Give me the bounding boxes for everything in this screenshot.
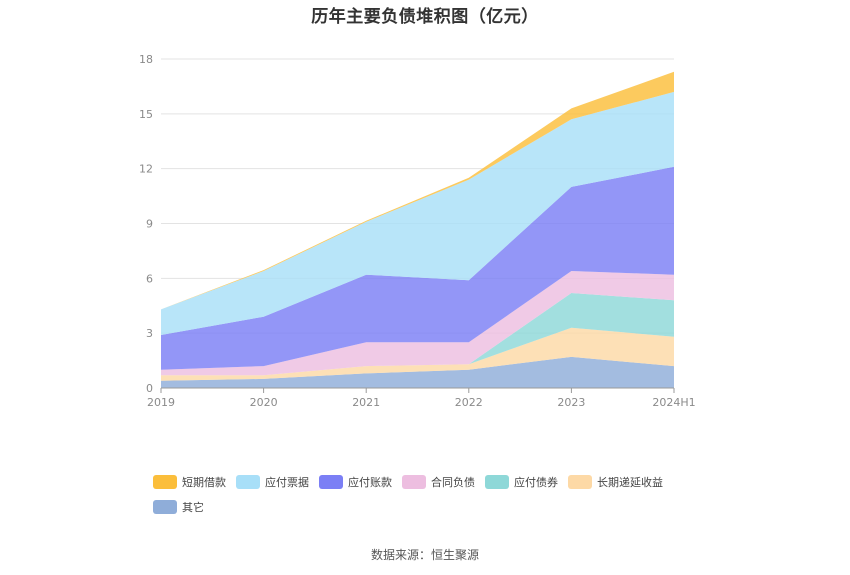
y-tick-label: 15 xyxy=(139,108,153,121)
legend-swatch xyxy=(485,474,509,489)
y-tick-label: 6 xyxy=(146,272,153,285)
legend-label: 应付债券 xyxy=(514,475,558,489)
y-tick-label: 18 xyxy=(139,53,153,66)
area-series-6 xyxy=(161,71,674,310)
legend-swatch xyxy=(236,474,260,489)
legend-label: 合同负债 xyxy=(431,475,475,489)
x-tick-label: 2019 xyxy=(147,396,175,409)
legend-swatch xyxy=(568,474,592,489)
legend-item[interactable]: 其它 xyxy=(153,498,204,515)
y-tick-label: 3 xyxy=(146,327,153,340)
area-series-2 xyxy=(161,293,674,376)
area-series-3 xyxy=(161,271,674,376)
legend-label: 短期借款 xyxy=(182,475,226,489)
legend-swatch xyxy=(402,474,426,489)
x-tick-label: 2023 xyxy=(557,396,585,409)
legend-label: 应付票据 xyxy=(265,475,309,489)
legend-item[interactable]: 长期递延收益 xyxy=(568,473,663,490)
legend-item[interactable]: 应付账款 xyxy=(319,473,392,490)
legend-swatch xyxy=(153,499,177,514)
y-tick-label: 0 xyxy=(146,382,153,395)
data-source-note: 数据来源：恒生聚源 xyxy=(370,548,479,562)
area-series-5 xyxy=(161,91,674,336)
legend-item[interactable]: 合同负债 xyxy=(402,473,475,490)
x-tick-label: 2022 xyxy=(455,396,483,409)
area-series-0 xyxy=(161,356,674,388)
stacked-areas xyxy=(161,71,674,388)
legend-label: 长期递延收益 xyxy=(597,475,663,489)
legend-swatch xyxy=(153,474,177,489)
area-series-4 xyxy=(161,166,674,370)
y-tick-label: 9 xyxy=(146,218,153,231)
x-tick-label: 2020 xyxy=(250,396,278,409)
legend-item[interactable]: 应付票据 xyxy=(236,473,309,490)
x-tick-label: 2021 xyxy=(352,396,380,409)
legend-label: 应付账款 xyxy=(348,475,392,489)
legend-item[interactable]: 短期借款 xyxy=(153,473,226,490)
legend-swatch xyxy=(319,474,343,489)
legend-item[interactable]: 应付债券 xyxy=(485,473,558,490)
y-tick-label: 12 xyxy=(139,163,153,176)
area-series-1 xyxy=(161,327,674,381)
axes: 0 3 6 9 12 15 18 2019 2020 2021 2022 2023 2024H1 xyxy=(139,53,696,409)
chart-title: 历年主要负债堆积图（亿元） xyxy=(311,7,539,27)
legend-label: 其它 xyxy=(182,500,204,514)
chart-legend: 短期借款 应付票据 应付账款 合同负债 应付债券 长期递延收益其它 xyxy=(153,473,733,523)
x-tick-label: 2024H1 xyxy=(652,396,695,409)
